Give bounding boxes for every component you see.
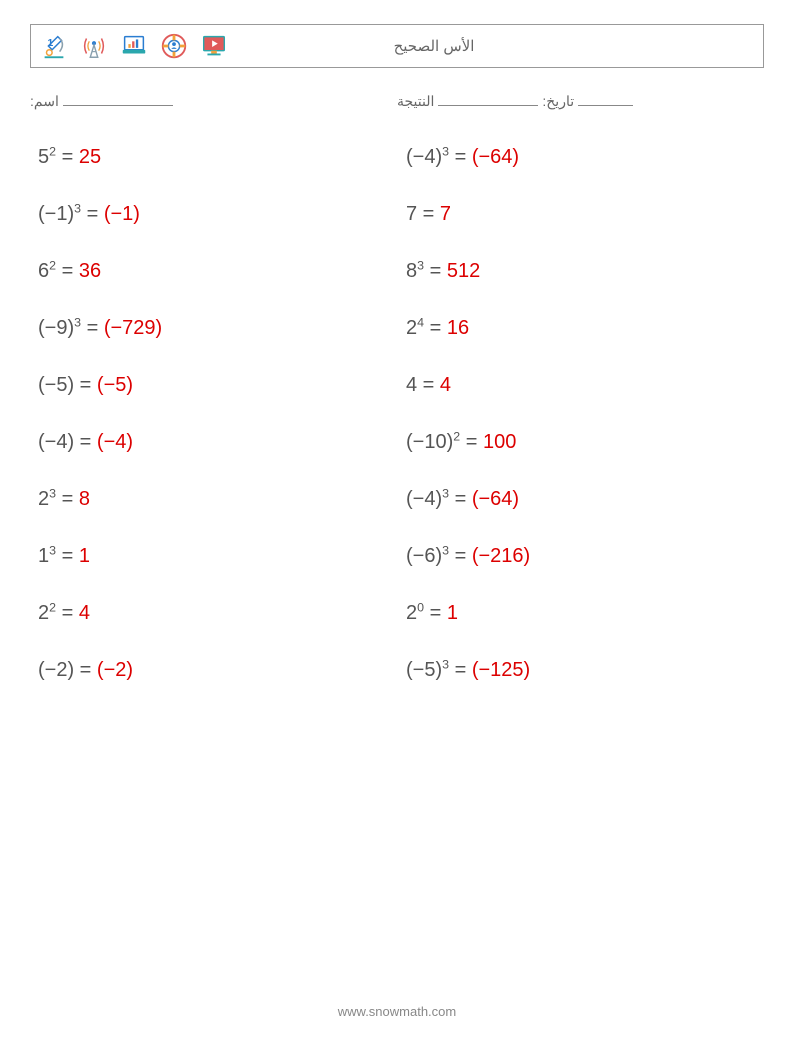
laptop-chart-icon bbox=[117, 29, 151, 63]
problem-base: 4 bbox=[406, 374, 417, 396]
problem: 23 = 8 bbox=[38, 488, 396, 511]
name-label: :اسم bbox=[30, 93, 59, 110]
video-screen-icon bbox=[197, 29, 231, 63]
problem: 4 = 4 bbox=[406, 374, 764, 397]
problem: 20 = 1 bbox=[406, 602, 764, 625]
problem-base: (−9) bbox=[38, 317, 74, 339]
problem-base: 5 bbox=[38, 146, 49, 168]
date-blank bbox=[578, 92, 633, 106]
antenna-icon bbox=[77, 29, 111, 63]
problem: 13 = 1 bbox=[38, 545, 396, 568]
problem-answer: (−729) bbox=[104, 317, 162, 339]
problem: 83 = 512 bbox=[406, 260, 764, 283]
problem: (−4)3 = (−64) bbox=[406, 146, 764, 169]
problem: 22 = 4 bbox=[38, 602, 396, 625]
problem-base: 1 bbox=[38, 545, 49, 567]
problem: (−6)3 = (−216) bbox=[406, 545, 764, 568]
problem-answer: (−2) bbox=[97, 659, 133, 681]
svg-text:1: 1 bbox=[47, 38, 53, 49]
problem: (−4)3 = (−64) bbox=[406, 488, 764, 511]
microscope-icon: 1 bbox=[37, 29, 71, 63]
problem-base: (−2) bbox=[38, 659, 74, 681]
problem: 52 = 25 bbox=[38, 146, 396, 169]
lifebuoy-user-icon bbox=[157, 29, 191, 63]
meta-row: :اسم النتيجة :تاريخ bbox=[30, 92, 764, 110]
problem-answer: (−216) bbox=[472, 545, 530, 567]
problem: 62 = 36 bbox=[38, 260, 396, 283]
problem-answer: 100 bbox=[483, 431, 516, 453]
problem-base: 2 bbox=[38, 602, 49, 624]
problem-base: 2 bbox=[406, 602, 417, 624]
problem-answer: 1 bbox=[79, 545, 90, 567]
footer-text: www.snowmath.com bbox=[0, 1004, 794, 1019]
problem-answer: (−5) bbox=[97, 374, 133, 396]
score-label: النتيجة bbox=[397, 93, 434, 110]
problem-answer: 36 bbox=[79, 260, 101, 282]
problem-base: 6 bbox=[38, 260, 49, 282]
header-icons: 1 bbox=[37, 29, 231, 63]
problem-answer: 4 bbox=[79, 602, 90, 624]
problem-base: 2 bbox=[38, 488, 49, 510]
problem-answer: (−125) bbox=[472, 659, 530, 681]
problem: (−9)3 = (−729) bbox=[38, 317, 396, 340]
worksheet-title: الأس الصحيح bbox=[231, 37, 757, 55]
problem: (−10)2 = 100 bbox=[406, 431, 764, 454]
problem-base: 7 bbox=[406, 203, 417, 225]
problem: (−1)3 = (−1) bbox=[38, 203, 396, 226]
problem-base: (−5) bbox=[38, 374, 74, 396]
date-label: :تاريخ bbox=[542, 93, 574, 110]
problem-answer: (−1) bbox=[104, 203, 140, 225]
problem-base: (−4) bbox=[406, 146, 442, 168]
problem-answer: 8 bbox=[79, 488, 90, 510]
problem-answer: 1 bbox=[447, 602, 458, 624]
problem: (−5)3 = (−125) bbox=[406, 659, 764, 682]
problem: (−2) = (−2) bbox=[38, 659, 396, 682]
score-blank bbox=[438, 92, 538, 106]
problem: 7 = 7 bbox=[406, 203, 764, 226]
problem-answer: (−4) bbox=[97, 431, 133, 453]
problem-answer: 4 bbox=[440, 374, 451, 396]
problem-base: (−6) bbox=[406, 545, 442, 567]
problem: (−5) = (−5) bbox=[38, 374, 396, 397]
problem: 24 = 16 bbox=[406, 317, 764, 340]
problem-base: (−10) bbox=[406, 431, 453, 453]
problem-answer: 16 bbox=[447, 317, 469, 339]
problem-answer: 512 bbox=[447, 260, 480, 282]
problem-base: 2 bbox=[406, 317, 417, 339]
problem-base: 8 bbox=[406, 260, 417, 282]
problem-answer: (−64) bbox=[472, 488, 519, 510]
problem-base: (−1) bbox=[38, 203, 74, 225]
problem-base: (−4) bbox=[38, 431, 74, 453]
problems-grid: 52 = 25 (−4)3 = (−64) (−1)3 = (−1) 7 = 7 62 … bbox=[30, 146, 764, 682]
problem-answer: 25 bbox=[79, 146, 101, 168]
problem-base: (−5) bbox=[406, 659, 442, 681]
problem: (−4) = (−4) bbox=[38, 431, 396, 454]
problem-base: (−4) bbox=[406, 488, 442, 510]
name-blank bbox=[63, 92, 173, 106]
problem-answer: (−64) bbox=[472, 146, 519, 168]
header-box: 1 bbox=[30, 24, 764, 68]
problem-answer: 7 bbox=[440, 203, 451, 225]
